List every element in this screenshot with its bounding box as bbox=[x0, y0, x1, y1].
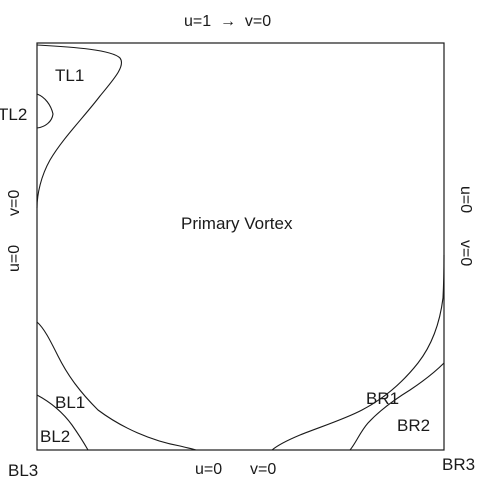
tl2-label: TL2 bbox=[0, 105, 27, 124]
bottom-v-condition: v=0 bbox=[250, 461, 276, 478]
right-v-condition: v=0 bbox=[457, 240, 474, 266]
left-v-condition: v=0 bbox=[6, 190, 23, 216]
br2-separatrix bbox=[349, 362, 445, 451]
br3-label: BR3 bbox=[442, 455, 475, 474]
right-u-condition: u=0 bbox=[457, 186, 474, 213]
tl1-label: TL1 bbox=[55, 66, 84, 85]
left-u-condition: u=0 bbox=[6, 245, 23, 272]
bl1-separatrix bbox=[36, 321, 197, 451]
tl1-separatrix bbox=[36, 44, 122, 209]
tl2-separatrix bbox=[36, 93, 54, 129]
bl2-label: BL2 bbox=[40, 427, 70, 446]
bl3-label: BL3 bbox=[8, 461, 38, 480]
primary-vortex-label: Primary Vortex bbox=[181, 214, 293, 233]
top-boundary-condition: u=1 → v=0 bbox=[184, 13, 271, 30]
br2-label: BR2 bbox=[397, 416, 430, 435]
cavity-boundary bbox=[36, 42, 445, 451]
bottom-u-condition: u=0 bbox=[195, 461, 222, 478]
br1-separatrix bbox=[271, 254, 445, 451]
bl1-label: BL1 bbox=[55, 393, 85, 412]
bl2-separatrix bbox=[36, 394, 89, 451]
br1-label: BR1 bbox=[366, 389, 399, 408]
